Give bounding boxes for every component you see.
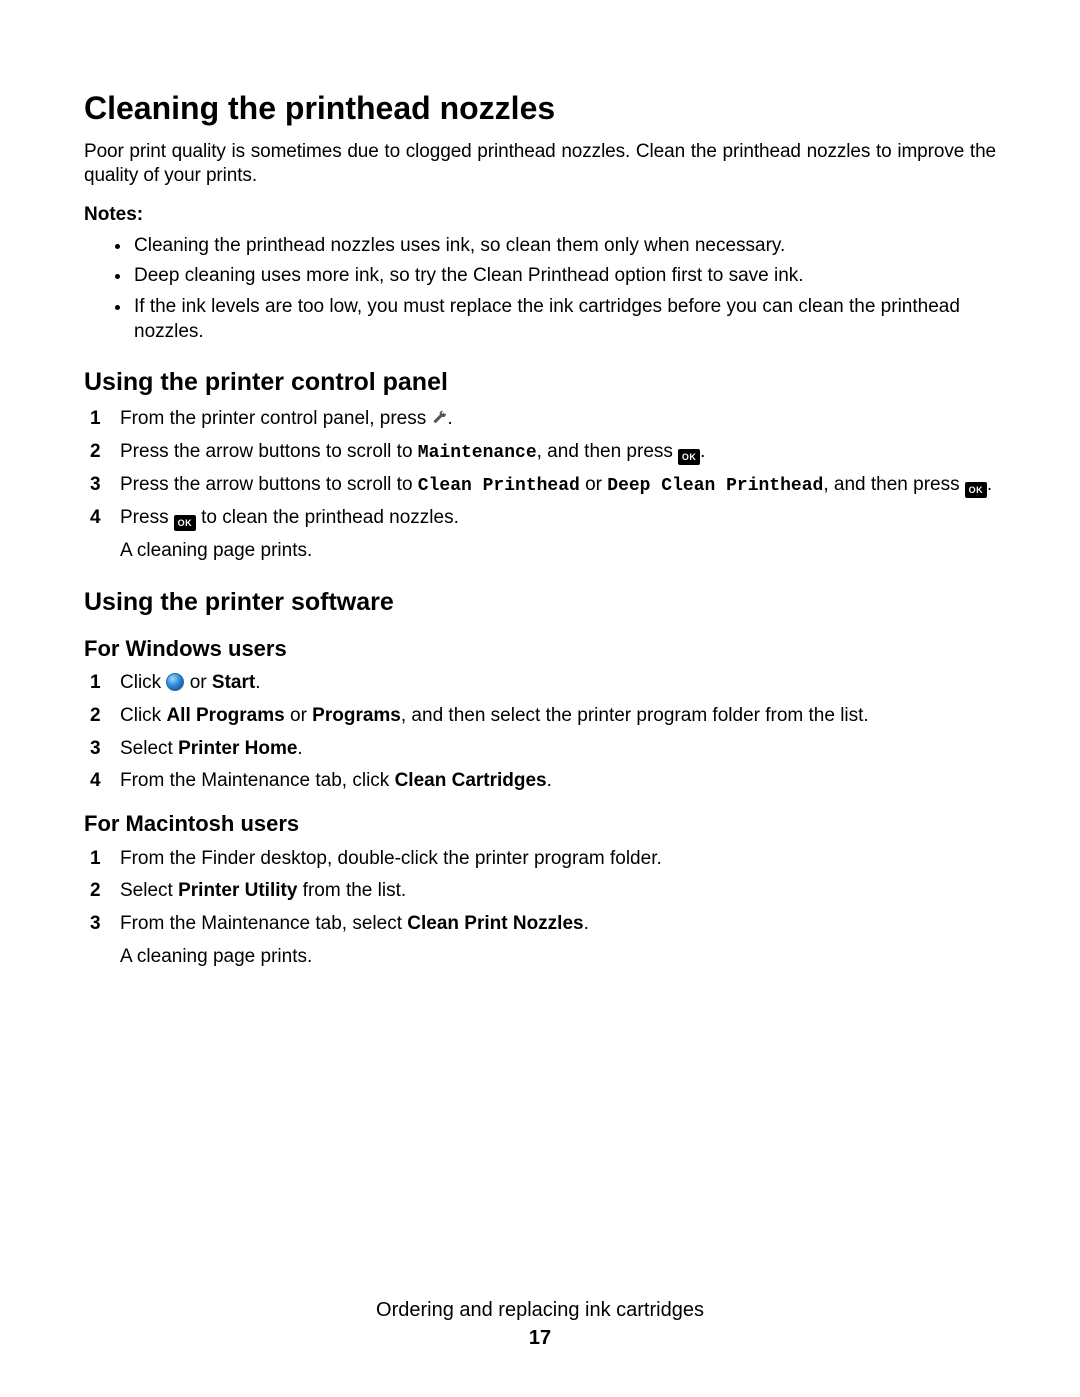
footer-chapter: Ordering and replacing ink cartridges (0, 1297, 1080, 1323)
notes-list: Cleaning the printhead nozzles uses ink,… (84, 234, 996, 345)
step-text: Select (120, 738, 178, 759)
step-text: to clean the printhead nozzles. (196, 507, 459, 528)
menu-deep-clean-printhead: Deep Clean Printhead (607, 476, 823, 496)
step-text: Press the arrow buttons to scroll to (120, 474, 418, 495)
step-text: or (285, 705, 312, 726)
note-item: Deep cleaning uses more ink, so try the … (132, 264, 996, 289)
manual-page: Cleaning the printhead nozzles Poor prin… (0, 0, 1080, 1397)
step-text: from the list. (297, 880, 406, 901)
printer-home-label: Printer Home (178, 738, 297, 759)
step: Press OK to clean the printhead nozzles.… (114, 506, 996, 564)
step-text: . (255, 672, 260, 693)
step-text: , and then press (823, 474, 965, 495)
step: From the printer control panel, press . (114, 407, 996, 432)
step-text: , and then press (537, 441, 679, 462)
notes-heading: Notes: (84, 203, 996, 228)
footer-page-number: 17 (0, 1325, 1080, 1351)
subsection-windows: For Windows users (84, 635, 996, 664)
step-text: , and then select the printer program fo… (401, 705, 869, 726)
step: From the Maintenance tab, select Clean P… (114, 912, 996, 969)
step-text: . (297, 738, 302, 759)
ok-button-icon: OK (174, 515, 196, 531)
step: Press the arrow buttons to scroll to Mai… (114, 440, 996, 465)
note-item: If the ink levels are too low, you must … (132, 295, 996, 344)
start-label: Start (212, 672, 255, 693)
panel-steps: From the printer control panel, press . … (84, 407, 996, 564)
windows-steps: Click or Start. Click All Programs or Pr… (84, 671, 996, 794)
menu-clean-printhead: Clean Printhead (418, 476, 580, 496)
wrench-icon (432, 409, 448, 425)
step-text: From the Maintenance tab, click (120, 770, 395, 791)
step-text: Click (120, 672, 166, 693)
step-text: Click (120, 705, 166, 726)
page-title: Cleaning the printhead nozzles (84, 88, 996, 130)
section-control-panel: Using the printer control panel (84, 366, 996, 399)
step-text: . (700, 441, 705, 462)
step-text: Press (120, 507, 174, 528)
step-text: . (547, 770, 552, 791)
windows-start-orb-icon (166, 673, 184, 691)
step: Select Printer Utility from the list. (114, 879, 996, 904)
subsection-macintosh: For Macintosh users (84, 810, 996, 839)
step-text: . (987, 474, 992, 495)
step-text: Press the arrow buttons to scroll to (120, 441, 418, 462)
clean-print-nozzles-label: Clean Print Nozzles (407, 913, 583, 934)
mac-steps: From the Finder desktop, double-click th… (84, 847, 996, 970)
page-footer: Ordering and replacing ink cartridges 17 (0, 1297, 1080, 1351)
step-subtext: A cleaning page prints. (120, 539, 996, 564)
intro-paragraph: Poor print quality is sometimes due to c… (84, 140, 996, 189)
step: From the Finder desktop, double-click th… (114, 847, 996, 872)
printer-utility-label: Printer Utility (178, 880, 297, 901)
step: Click All Programs or Programs, and then… (114, 704, 996, 729)
ok-button-icon: OK (965, 482, 987, 498)
step: Select Printer Home. (114, 737, 996, 762)
ok-button-icon: OK (678, 449, 700, 465)
step-text: or (580, 474, 607, 495)
programs-label: Programs (312, 705, 401, 726)
step: Click or Start. (114, 671, 996, 696)
step-text: . (448, 408, 453, 429)
step: Press the arrow buttons to scroll to Cle… (114, 473, 996, 498)
all-programs-label: All Programs (166, 705, 284, 726)
section-software: Using the printer software (84, 586, 996, 619)
step-text: From the Maintenance tab, select (120, 913, 407, 934)
note-item: Cleaning the printhead nozzles uses ink,… (132, 234, 996, 259)
step-subtext: A cleaning page prints. (120, 945, 996, 970)
step-text: Select (120, 880, 178, 901)
menu-maintenance: Maintenance (418, 443, 537, 463)
step-text: From the printer control panel, press (120, 408, 432, 429)
clean-cartridges-label: Clean Cartridges (395, 770, 547, 791)
step-text: . (584, 913, 589, 934)
step: From the Maintenance tab, click Clean Ca… (114, 769, 996, 794)
step-text: or (184, 672, 211, 693)
